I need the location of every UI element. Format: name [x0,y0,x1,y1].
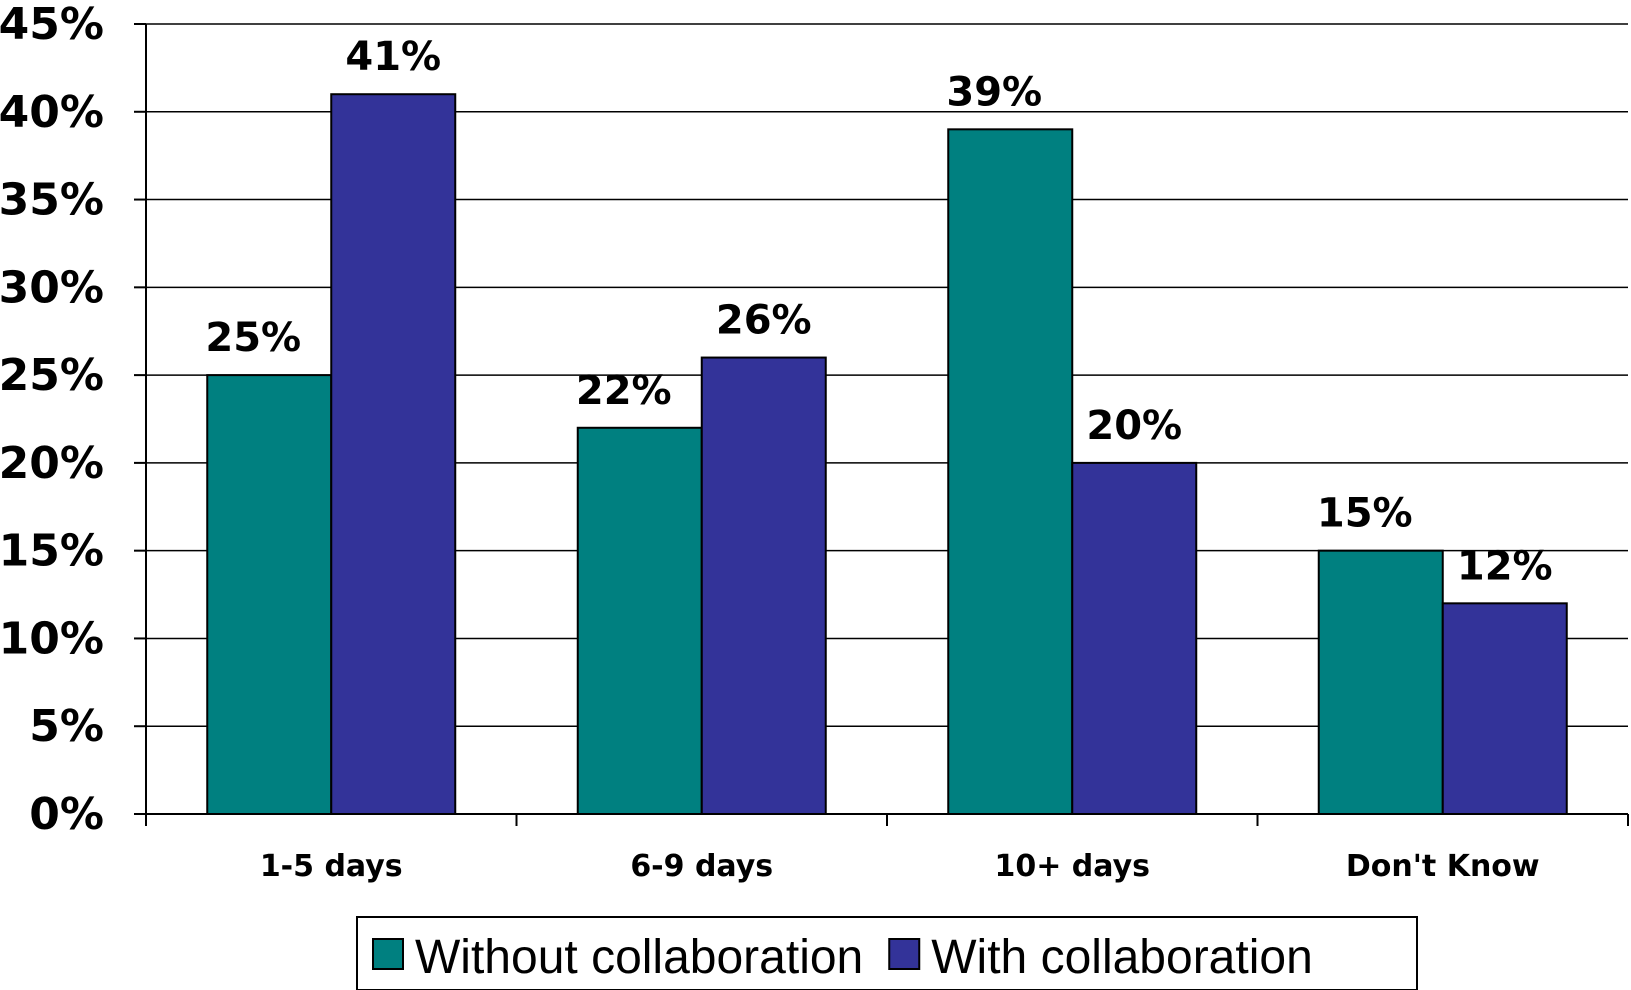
bar [1317,549,1444,816]
y-tick-label: 15% [0,526,104,577]
legend: Without collaboration With collaboration [356,916,1418,990]
x-tick-label: Don't Know [1346,849,1540,884]
data-label: 26% [716,298,812,344]
bar [947,128,1074,816]
legend-swatch [888,938,921,970]
data-label: 25% [205,315,301,361]
y-tick-label: 0% [29,789,104,840]
data-label: 20% [1086,403,1182,449]
data-labels: 25% 41% 22% 26% 39% 20% 15% 12% [205,34,1552,589]
y-tick-label: 10% [0,613,104,664]
legend-label: With collaboration [931,931,1313,984]
y-tick-label: 25% [0,350,104,401]
legend-swatch [372,938,404,970]
y-tick-label: 45% [0,0,104,50]
bar [1441,602,1568,815]
data-label: 39% [946,69,1042,115]
bar [700,356,827,815]
bar [206,374,333,815]
y-tick-label: 30% [0,262,104,313]
x-tick-label: 6-9 days [630,849,773,884]
legend-box [356,916,1418,990]
data-label: 12% [1457,543,1553,589]
bar [576,426,703,815]
legend-label: Without collaboration [415,931,863,984]
bar [330,93,457,815]
data-label: 41% [345,34,441,80]
axes: 0% 5% 10% 15% 20% 25% 30% 35% 40% 45% 1-5 days 6-9 … [0,0,1629,884]
y-tick-label: 40% [0,87,104,138]
data-label: 15% [1317,491,1413,537]
data-label: 22% [576,368,672,414]
x-tick-label: 10+ days [994,849,1150,884]
y-tick-label: 20% [0,438,104,489]
y-tick-label: 35% [0,175,104,226]
bar [1071,461,1198,815]
x-tick-label: 1-5 days [260,849,403,884]
bars [206,93,1568,816]
y-tick-label: 5% [29,701,104,752]
